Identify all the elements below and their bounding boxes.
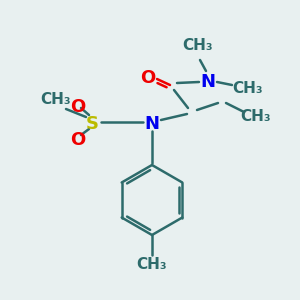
Text: CH₃: CH₃ xyxy=(241,109,271,124)
Text: N: N xyxy=(145,115,160,133)
Text: O: O xyxy=(70,131,86,149)
Text: CH₃: CH₃ xyxy=(183,38,213,53)
Text: CH₃: CH₃ xyxy=(41,92,71,107)
Text: O: O xyxy=(140,69,156,87)
Text: S: S xyxy=(85,115,98,133)
Text: O: O xyxy=(70,98,86,116)
Text: CH₃: CH₃ xyxy=(233,81,263,96)
Text: CH₃: CH₃ xyxy=(137,257,167,272)
Text: N: N xyxy=(200,73,215,91)
